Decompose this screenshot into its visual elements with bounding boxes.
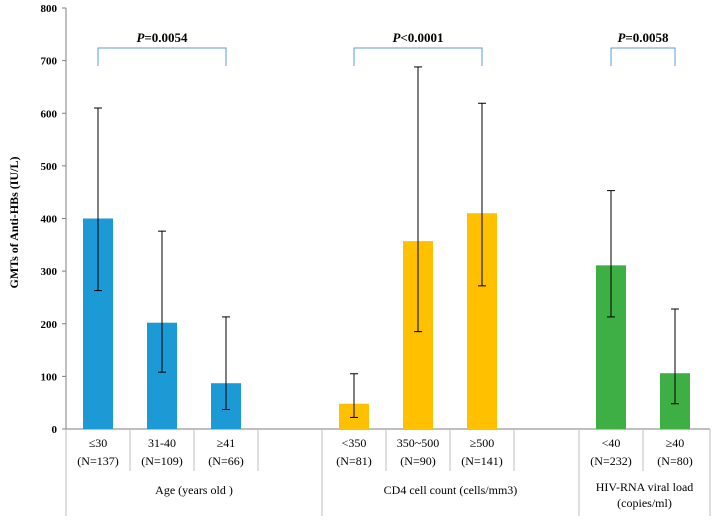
y-tick-label: 600: [41, 108, 58, 120]
category-label: 350~500: [397, 436, 440, 450]
category-label: ≤30: [89, 436, 108, 450]
category-label: ≥500: [470, 436, 495, 450]
significance-bracket: [97, 47, 227, 66]
y-tick-label: 100: [41, 371, 58, 383]
significance-bracket: [353, 47, 483, 66]
category-count: (N=80): [657, 454, 692, 468]
category-count: (N=81): [336, 454, 371, 468]
category-count: (N=232): [590, 454, 631, 468]
p-value: P<0.0001: [392, 30, 443, 45]
p-value: P=0.0054: [136, 30, 188, 45]
significance-bracket: [610, 47, 676, 66]
category-count: (N=90): [400, 454, 435, 468]
y-tick-label: 200: [41, 319, 58, 331]
y-tick-label: 500: [41, 161, 58, 173]
category-count: (N=66): [208, 454, 243, 468]
y-axis-title: GMTs of Anti-HBs (IU/L): [7, 157, 21, 289]
category-label: 31-40: [148, 436, 176, 450]
group-label: (copies/ml): [617, 496, 672, 510]
category-label: ≥41: [217, 436, 236, 450]
y-tick-label: 300: [41, 266, 58, 278]
y-tick-label: 700: [41, 56, 58, 68]
y-tick-label: 0: [52, 424, 58, 436]
p-value: P=0.0058: [617, 30, 669, 45]
category-label: <40: [602, 436, 621, 450]
y-tick-label: 400: [41, 214, 58, 226]
category-label: ≥40: [666, 436, 685, 450]
category-count: (N=141): [461, 454, 502, 468]
category-count: (N=109): [141, 454, 182, 468]
group-label: HIV-RNA viral load: [596, 480, 694, 494]
category-label: <350: [342, 436, 367, 450]
category-count: (N=137): [77, 454, 118, 468]
group-label: CD4 cell count (cells/mm3): [384, 483, 518, 497]
group-label: Age (years old ): [155, 483, 233, 497]
y-tick-label: 800: [41, 3, 58, 15]
